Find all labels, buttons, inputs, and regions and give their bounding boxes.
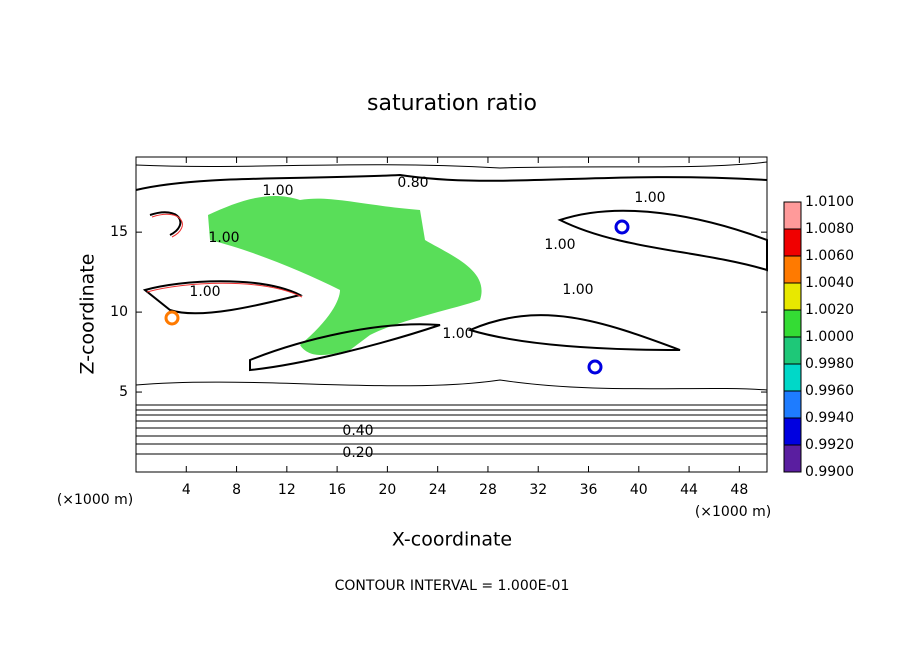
contour <box>614 219 630 235</box>
colorbar-tick-label: 1.0080 <box>805 221 854 237</box>
colorbar-tick-label: 1.0020 <box>805 302 854 318</box>
x-tick-label: 36 <box>580 482 598 498</box>
contour-label: 0.80 <box>397 175 428 191</box>
contour-label: 1.00 <box>634 190 665 206</box>
contour-label: 1.00 <box>208 230 239 246</box>
x-unit: (×1000 m) <box>57 492 133 508</box>
colorbar-band <box>784 283 801 310</box>
chart-title: saturation ratio <box>367 91 537 116</box>
x-axis-label: X-coordinate <box>392 529 512 551</box>
contour-label: 1.00 <box>262 183 293 199</box>
colorbar-tick-label: 0.9940 <box>805 410 854 426</box>
x-tick-label: 28 <box>479 482 497 498</box>
x-tick-label: 48 <box>730 482 748 498</box>
x-tick-label: 24 <box>429 482 447 498</box>
x-tick-label: 16 <box>328 482 346 498</box>
y-tick-label: 15 <box>110 224 128 240</box>
colorbar-band <box>784 445 801 472</box>
x-tick-label: 32 <box>529 482 547 498</box>
field <box>135 161 768 455</box>
colorbar-tick-label: 0.9960 <box>805 383 854 399</box>
contour <box>146 213 303 298</box>
colorbar-tick-label: 1.0040 <box>805 275 854 291</box>
x-tick-label: 4 <box>182 482 191 498</box>
x-tick-label: 44 <box>680 482 698 498</box>
x-tick-label: 8 <box>232 482 241 498</box>
x-tick-label: 40 <box>630 482 648 498</box>
colorbar-tick-label: 1.0000 <box>805 329 854 345</box>
green-region <box>208 195 482 355</box>
contour-label: 1.00 <box>544 237 575 253</box>
y-unit: (×1000 m) <box>695 504 771 520</box>
footer: CONTOUR INTERVAL = 1.000E-01 <box>335 578 570 594</box>
contour <box>135 173 768 191</box>
y-tick-label: 5 <box>119 384 128 400</box>
contour-label: 1.00 <box>189 284 220 300</box>
colorbar-tick-label: 0.9900 <box>805 464 854 480</box>
colorbar-tick-label: 1.0100 <box>805 194 854 210</box>
contour <box>135 379 768 391</box>
colorbar-band <box>784 364 801 391</box>
contour-label: 1.00 <box>562 282 593 298</box>
x-tick-label: 12 <box>278 482 296 498</box>
colorbar-band <box>784 391 801 418</box>
colorbar-band <box>784 229 801 256</box>
contour-label: 0.20 <box>342 445 373 461</box>
colorbar-tick-label: 0.9980 <box>805 356 854 372</box>
colorbar-band <box>784 337 801 364</box>
colorbar-band <box>784 202 801 229</box>
contour-label: 0.40 <box>342 423 373 439</box>
colorbar-band <box>784 418 801 445</box>
contour <box>135 161 768 169</box>
colorbar-band <box>784 310 801 337</box>
colorbar-tick-label: 0.9920 <box>805 437 854 453</box>
contour <box>164 310 180 326</box>
colorbar-tick-label: 1.0060 <box>805 248 854 264</box>
plot-frame <box>135 156 768 473</box>
contour-label: 1.00 <box>442 326 473 342</box>
y-tick-label: 10 <box>110 304 128 320</box>
colorbar-band <box>784 256 801 283</box>
y-axis-label: Z-coordinate <box>77 254 99 375</box>
contour <box>136 404 767 455</box>
x-tick-label: 20 <box>378 482 396 498</box>
contour <box>587 359 603 375</box>
